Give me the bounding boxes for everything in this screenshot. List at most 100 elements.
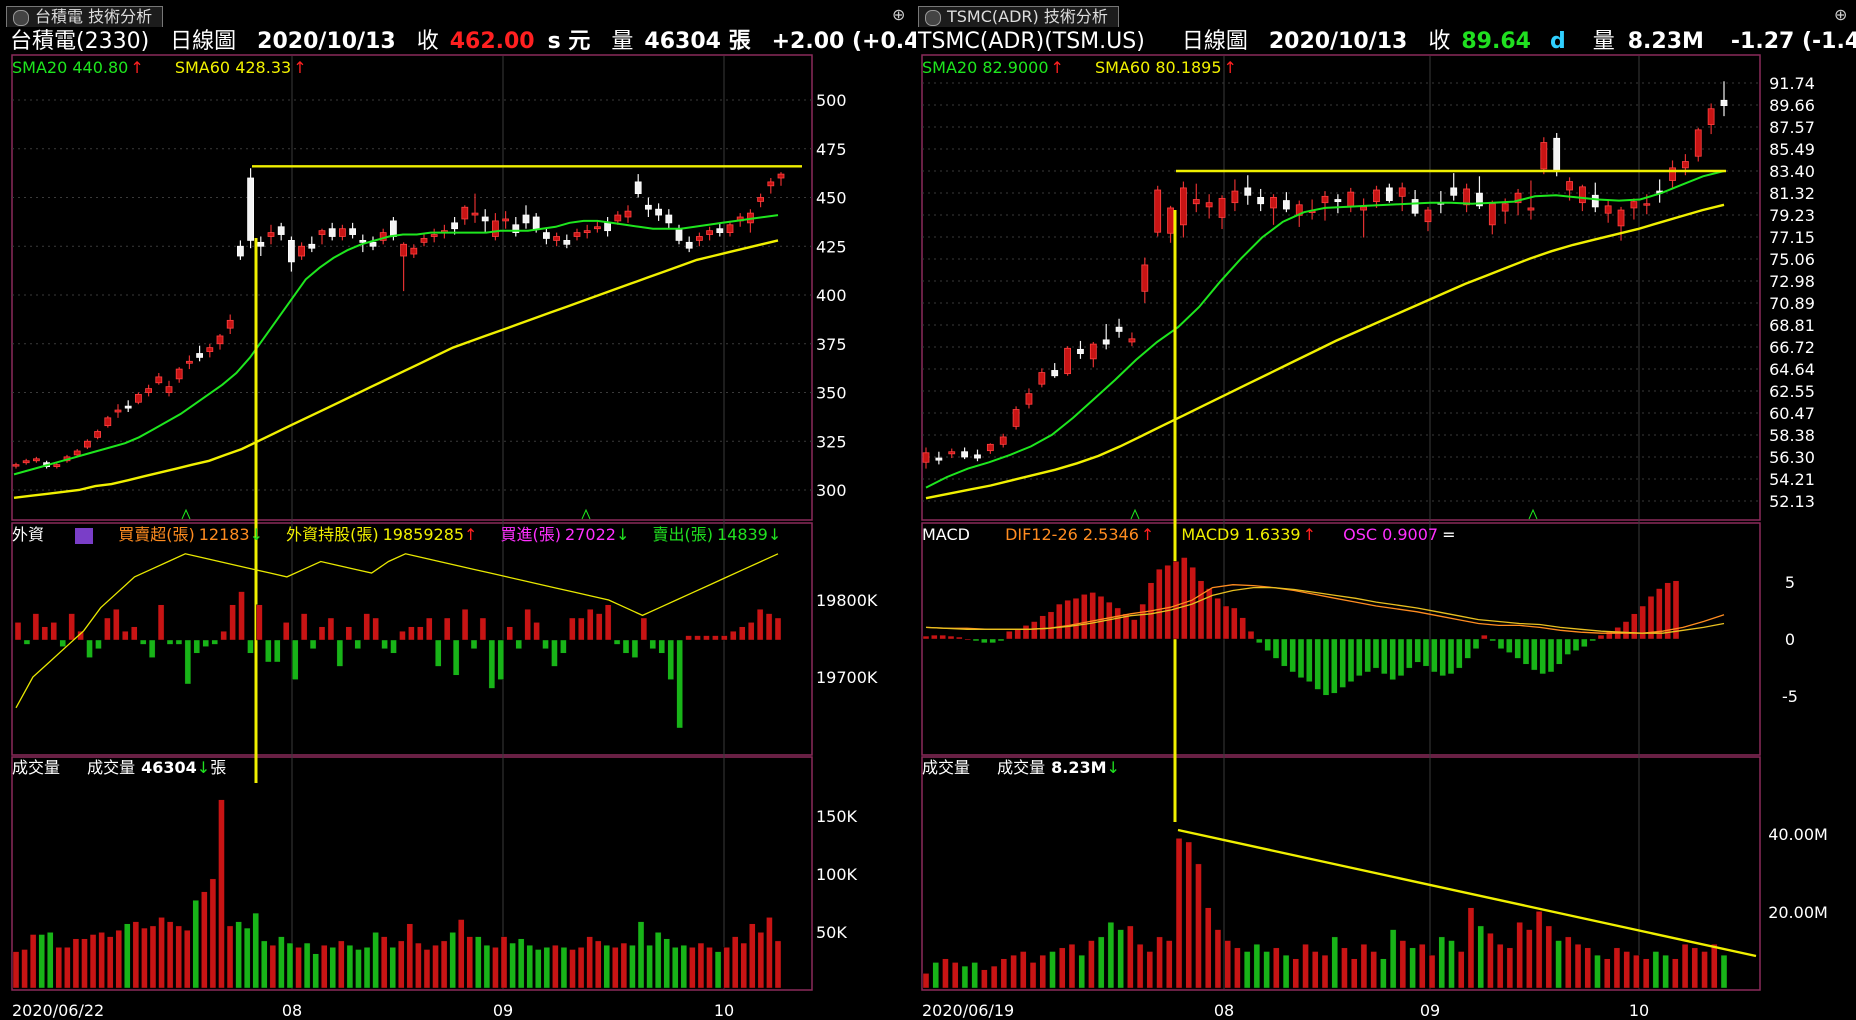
candle-body [1064,347,1071,375]
osc-bar [1097,596,1105,640]
candle-body [706,230,713,235]
candle-body [1025,393,1033,405]
list-icon[interactable] [75,527,94,544]
stock-name: 台積電(2330) [10,29,150,54]
osc-bar [1222,605,1230,640]
foreign-net-bar [658,639,665,654]
sma60-line [13,239,779,499]
left-volume-legend: 成交量 成交量 46304↓張 [12,758,234,778]
osc-bar [1039,615,1046,640]
price-tick-label: 89.66 [1769,96,1815,115]
volume-bar [149,925,157,989]
volume-bar [629,945,636,989]
volume-bar [261,940,268,989]
foreign-net-bar [649,639,657,650]
foreign-net-bar [685,635,692,641]
osc-bar [1489,638,1496,642]
candle-body [318,230,326,235]
volume-bar [1205,907,1212,989]
osc-bar [1456,638,1463,669]
macd-title: MACD [922,525,970,544]
quote-date: 2020/10/13 [257,29,396,54]
candle-body [522,214,530,224]
volume-bar [1506,947,1514,989]
candle-body [1321,195,1329,204]
volume-bar [363,947,371,989]
candle-body [1180,187,1187,226]
candle-body [948,451,956,455]
macd-chart-frame [921,522,1761,756]
foreign-net-bar [408,626,415,641]
foreign-net-bar [497,639,505,680]
window-menu-icon[interactable] [13,10,29,26]
volume-bar [1594,954,1601,989]
foreign-holding-line [15,553,779,709]
foreign-net-bar [640,617,648,641]
left-window-tab[interactable]: 台積電 技術分析 [6,6,164,27]
candle-body [471,212,479,216]
volume-bar [286,942,294,989]
volume-trend-line [1177,828,1757,958]
sma60-legend: SMA60 428.33 [174,58,292,77]
candle-body [1244,187,1252,196]
volume-bar [714,951,722,989]
foreign-net-bar [309,639,317,650]
foreign-net-bar [148,639,156,658]
volume-bar [932,962,939,989]
volume-bar [1711,944,1718,989]
osc-bar [1031,621,1038,640]
foreign-net-bar [86,639,93,658]
price-tick-label: 85.49 [1769,140,1815,159]
osc-bar [1297,638,1305,678]
volume-bar [1302,944,1309,989]
osc-bar [1664,582,1671,640]
volume-bar [1282,954,1290,989]
volume-bar [1662,954,1669,989]
volume-bar [492,947,499,989]
candle-body [1617,209,1625,227]
volume-bar [235,921,242,989]
right-window-tab[interactable]: TSMC(ADR) 技術分析 [918,6,1119,27]
price-tick-label: 70.89 [1769,294,1815,313]
volume-bar [295,947,302,989]
volume-bar [1185,841,1192,989]
candle-body [1154,189,1162,233]
osc-bar [1206,588,1213,640]
foreign-net-bar [694,635,701,641]
volume-bar [706,947,713,989]
volume-bar [1496,944,1504,989]
osc-bar [1081,594,1088,640]
candle-body [696,236,703,241]
foreign-net-bar [184,639,192,685]
volume-bar [226,925,234,989]
right-ma-legend: SMA20 82.9000 ↑ SMA60 80.1895 ↑ [922,58,1245,78]
candle-body [624,210,632,218]
volume-bar [1127,925,1134,989]
price-tick-label: 87.57 [1769,118,1815,137]
zoom-icon[interactable]: ⊕ [1834,5,1848,24]
volume-bar [166,921,174,989]
candle-body [1488,203,1496,226]
close-suffix: d [1549,29,1566,54]
candle-body [1089,343,1097,360]
volume-tick-label: 20.00M [1768,903,1828,922]
volume-bar [440,940,448,989]
candle-body [359,239,367,243]
zoom-icon[interactable]: ⊕ [892,5,906,24]
volume-bar [278,936,285,989]
event-marker-icon [1130,508,1140,520]
volume-bar [252,912,259,989]
candle-body [512,224,520,234]
osc-bar [1372,638,1380,669]
volume-bar [740,942,747,989]
volume-bar [1370,951,1377,989]
volume-bar [372,932,379,989]
volume-bar [115,930,122,989]
volume-bar [1224,940,1231,989]
osc-bar [1439,638,1446,677]
volume-bar [1409,947,1416,989]
price-tick-label: 325 [816,432,847,451]
osc-bar [1581,638,1588,647]
foreign-net-bar [604,604,612,641]
window-menu-icon[interactable] [925,10,941,26]
